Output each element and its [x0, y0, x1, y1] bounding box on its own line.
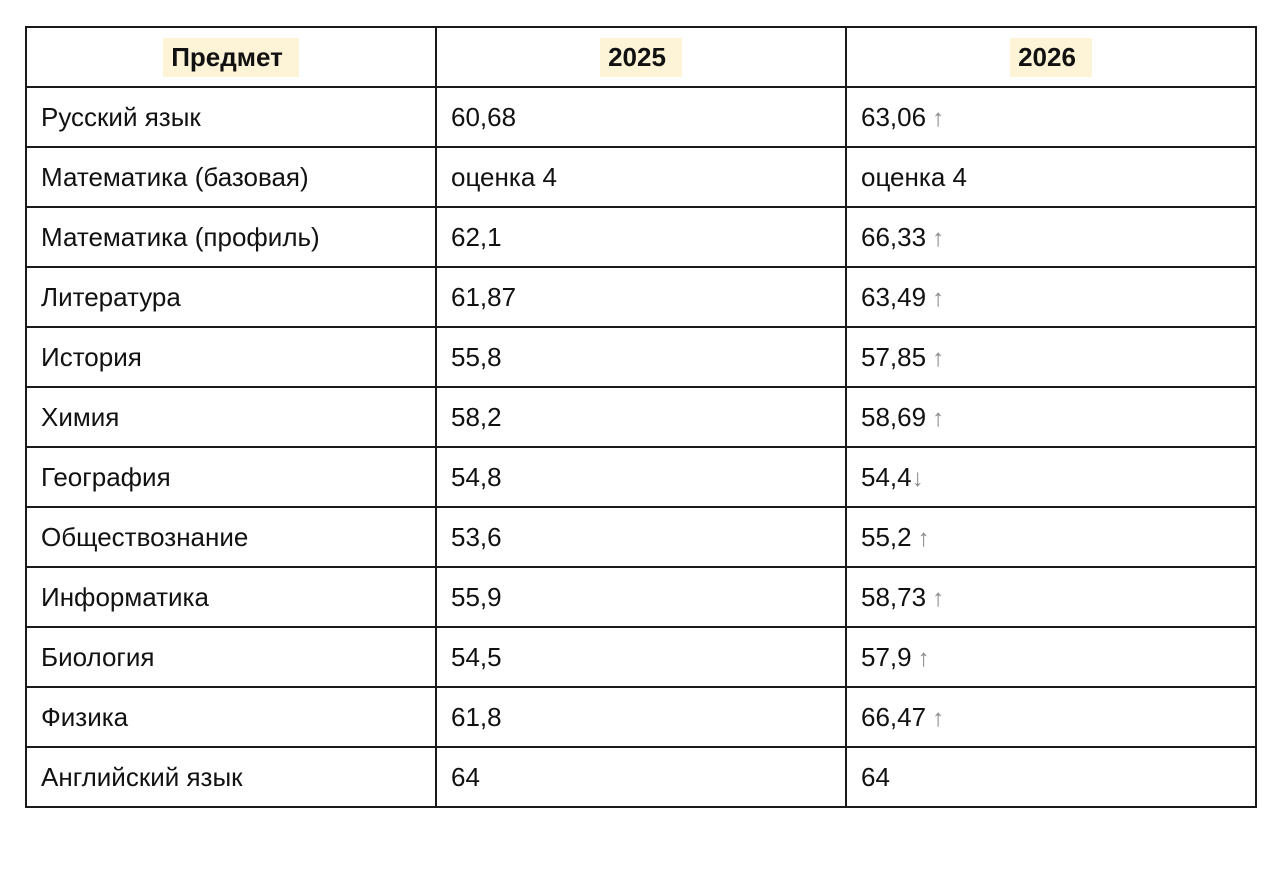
score-2025-cell: 55,8 — [435, 326, 847, 388]
subject-cell: Литература — [25, 266, 437, 328]
subject-cell: Обществознание — [25, 506, 437, 568]
score-2026-cell: 66,47 ↑ — [845, 686, 1257, 748]
subject-cell: Русский язык — [25, 86, 437, 148]
score-2026-value: 63,49 — [861, 281, 927, 312]
score-2025-cell: 54,5 — [435, 626, 847, 688]
score-2025-cell: 54,8 — [435, 446, 847, 508]
subject-cell: Математика (профиль) — [25, 206, 437, 268]
score-2025-cell: 62,1 — [435, 206, 847, 268]
subject-cell: Математика (базовая) — [25, 146, 437, 208]
scores-table: Предмет 2025 2026 Русский язык 60,68 63,06… — [25, 26, 1257, 808]
score-2026-cell: 63,06 ↑ — [845, 86, 1257, 148]
table-row: Биология 54,5 57,9 ↑ — [25, 626, 1257, 688]
arrow-up-icon: ↑ — [932, 704, 945, 732]
score-2026-cell: 54,4↓ — [845, 446, 1257, 508]
score-2026-cell: 58,73 ↑ — [845, 566, 1257, 628]
arrow-up-icon: ↑ — [932, 344, 945, 372]
score-2026-cell: 64 — [845, 746, 1257, 808]
score-2026-cell: 57,9 ↑ — [845, 626, 1257, 688]
score-2026-cell: 63,49 ↑ — [845, 266, 1257, 328]
subject-cell: Английский язык — [25, 746, 437, 808]
arrow-up-icon: ↑ — [917, 644, 930, 672]
subject-cell: География — [25, 446, 437, 508]
score-2026-value: 63,06 — [861, 101, 927, 132]
arrow-up-icon: ↑ — [932, 224, 945, 252]
subject-cell: История — [25, 326, 437, 388]
score-2025-cell: 58,2 — [435, 386, 847, 448]
header-year-2025: 2025 — [435, 26, 847, 88]
score-2025-cell: 61,8 — [435, 686, 847, 748]
arrow-up-icon: ↑ — [932, 284, 945, 312]
score-2025-cell: 64 — [435, 746, 847, 808]
table-row: Физика 61,8 66,47 ↑ — [25, 686, 1257, 748]
table-row: Литература 61,87 63,49 ↑ — [25, 266, 1257, 328]
score-2026-value: 64 — [861, 761, 890, 792]
score-2026-cell: 66,33 ↑ — [845, 206, 1257, 268]
header-row: Предмет 2025 2026 — [25, 26, 1257, 88]
arrow-up-icon: ↑ — [932, 584, 945, 612]
subject-cell: Информатика — [25, 566, 437, 628]
table-row: Обществознание 53,6 55,2 ↑ — [25, 506, 1257, 568]
table-row: Математика (профиль) 62,1 66,33 ↑ — [25, 206, 1257, 268]
table-row: Информатика 55,9 58,73 ↑ — [25, 566, 1257, 628]
subject-cell: Биология — [25, 626, 437, 688]
table-row: История 55,8 57,85 ↑ — [25, 326, 1257, 388]
score-2026-cell: 55,2 ↑ — [845, 506, 1257, 568]
score-2026-value: 58,69 — [861, 401, 927, 432]
score-2026-value: 66,47 — [861, 701, 927, 732]
score-2026-value: 57,9 — [861, 641, 912, 672]
header-subject: Предмет — [25, 26, 437, 88]
table-row: Математика (базовая) оценка 4 оценка 4 — [25, 146, 1257, 208]
subject-cell: Физика — [25, 686, 437, 748]
table-row: Русский язык 60,68 63,06 ↑ — [25, 86, 1257, 148]
score-2025-cell: оценка 4 — [435, 146, 847, 208]
table-row: Химия 58,2 58,69 ↑ — [25, 386, 1257, 448]
arrow-up-icon: ↑ — [932, 404, 945, 432]
arrow-up-icon: ↑ — [917, 524, 930, 552]
table-row: География 54,8 54,4↓ — [25, 446, 1257, 508]
score-2026-value: 55,2 — [861, 521, 912, 552]
score-2026-value: 54,4 — [861, 461, 912, 492]
score-2026-value: 57,85 — [861, 341, 927, 372]
score-2026-value: 66,33 — [861, 221, 927, 252]
score-2026-value: оценка 4 — [861, 161, 967, 192]
table-row: Английский язык 64 64 — [25, 746, 1257, 808]
score-2025-cell: 55,9 — [435, 566, 847, 628]
arrow-up-icon: ↑ — [932, 104, 945, 132]
score-2025-cell: 53,6 — [435, 506, 847, 568]
score-2025-cell: 61,87 — [435, 266, 847, 328]
score-2026-cell: 58,69 ↑ — [845, 386, 1257, 448]
header-year-2026: 2026 — [845, 26, 1257, 88]
score-2025-cell: 60,68 — [435, 86, 847, 148]
score-2026-value: 58,73 — [861, 581, 927, 612]
score-2026-cell: 57,85 ↑ — [845, 326, 1257, 388]
subject-cell: Химия — [25, 386, 437, 448]
score-2026-cell: оценка 4 — [845, 146, 1257, 208]
arrow-down-icon: ↓ — [911, 464, 924, 492]
